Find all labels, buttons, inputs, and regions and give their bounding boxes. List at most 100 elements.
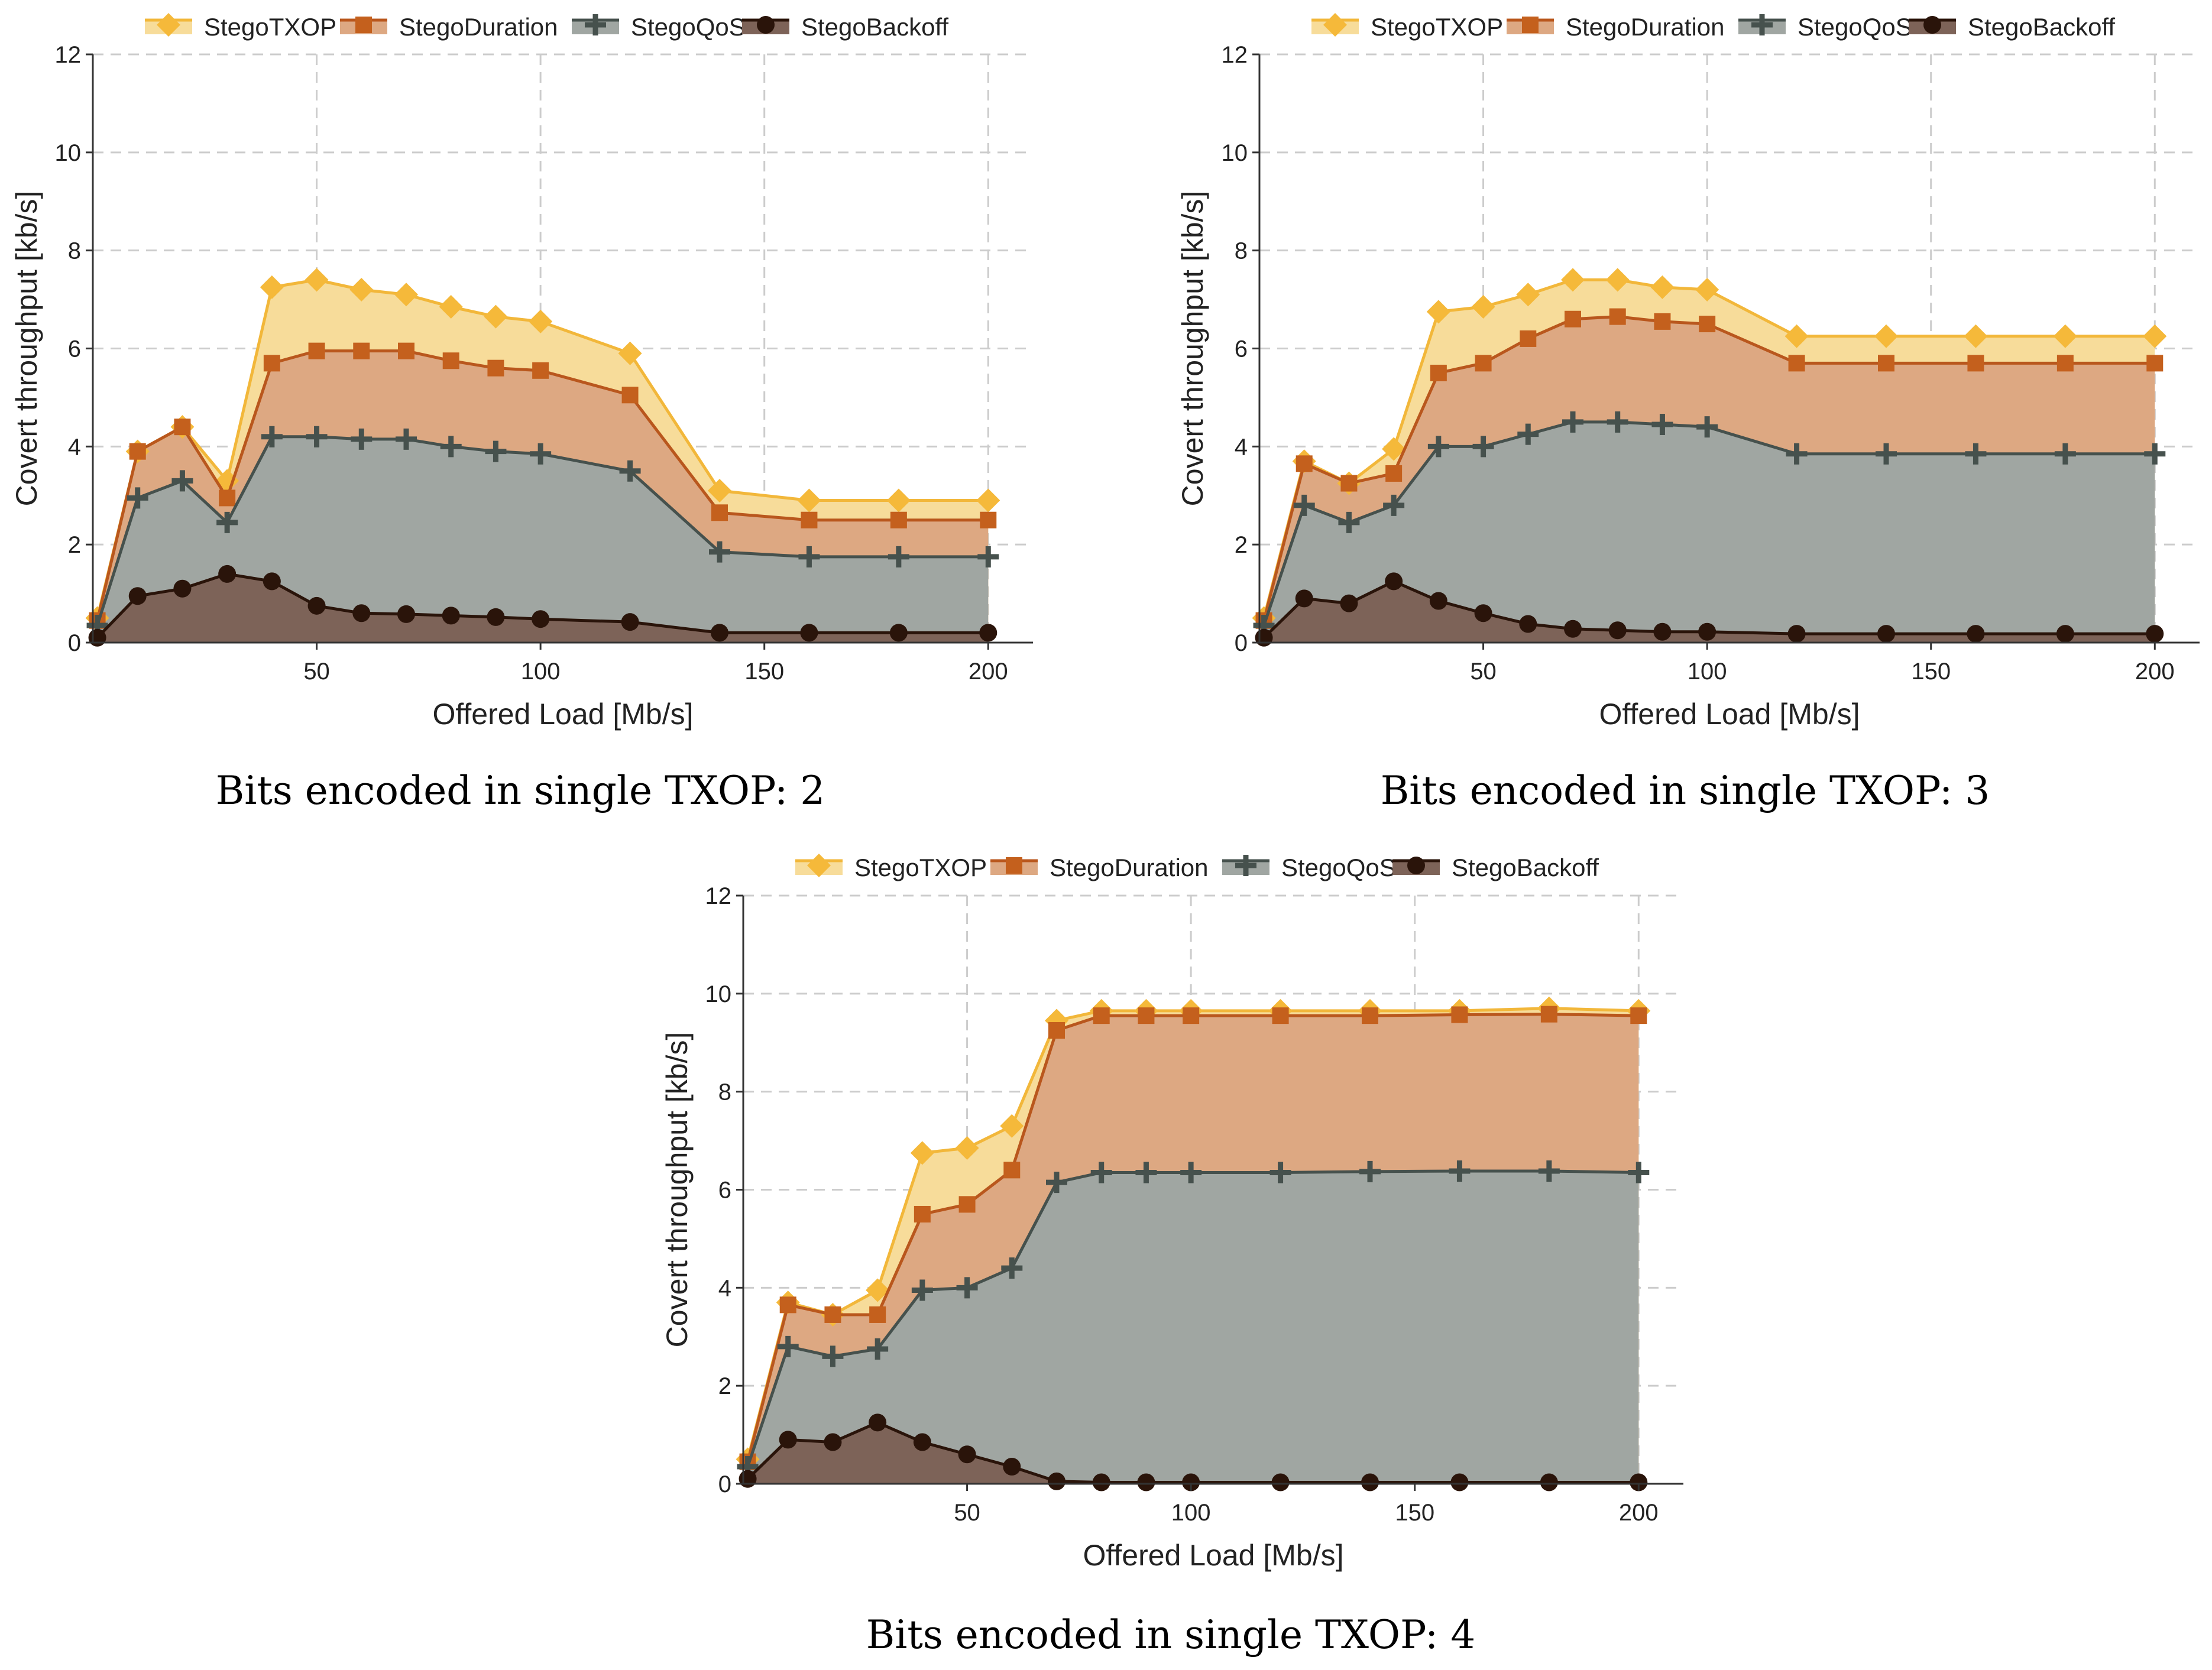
point-stegotxop	[1695, 278, 1719, 301]
point-stegoduration	[1788, 355, 1805, 372]
line-stegoqos	[96, 435, 989, 626]
point-stegoqos	[888, 546, 909, 568]
point-stegotxop	[866, 1278, 890, 1302]
point-stegoqos	[2144, 443, 2166, 465]
point-stegotxop	[1605, 268, 1630, 292]
legend-item-stegoduration: StegoDuration	[340, 13, 558, 41]
point-stegoqos	[2054, 443, 2076, 465]
point-stegoqos	[619, 460, 641, 482]
area-stegoqos	[97, 436, 989, 643]
point-stegobackoff	[824, 1433, 842, 1451]
point-stegoduration	[2146, 355, 2164, 372]
point-stegotxop	[910, 1141, 934, 1165]
point-stegoqos	[1427, 436, 1449, 458]
point-stegotxop	[1471, 295, 1495, 319]
point-stegobackoff	[913, 1433, 931, 1451]
point-stegobackoff	[1540, 1473, 1558, 1491]
point-stegoqos	[737, 1455, 759, 1477]
point-stegoduration	[1430, 364, 1447, 381]
point-stegobackoff	[1429, 592, 1447, 610]
point-stegoduration	[711, 504, 728, 521]
point-stegoduration	[1385, 465, 1403, 482]
area-stegobackoff	[97, 573, 989, 643]
point-stegoqos	[127, 487, 148, 509]
point-stegoduration	[958, 1196, 976, 1213]
point-stegoduration	[1565, 310, 1581, 327]
y-tick-label: 12	[55, 42, 82, 68]
legend-marker-stegoqos	[1235, 855, 1256, 876]
point-stegobackoff	[352, 604, 371, 622]
y-tick-label: 0	[1235, 630, 1248, 656]
x-tick-label: 200	[969, 659, 1008, 685]
point-stegoqos	[1696, 416, 1718, 438]
y-axis-title: Covert throughput [kb/s]	[1176, 191, 1209, 507]
x-axis-title: Offered Load [Mb/s]	[433, 698, 694, 731]
line-stegotxop	[746, 1007, 1639, 1460]
point-stegotxop	[955, 1136, 979, 1160]
point-stegoqos	[1383, 494, 1405, 516]
point-stegobackoff	[1255, 628, 1273, 647]
point-stegoqos	[867, 1338, 889, 1360]
point-stegotxop	[976, 488, 1000, 513]
legend-marker-stegotxop	[157, 13, 180, 37]
point-stegobackoff	[2146, 625, 2164, 643]
y-tick-label: 6	[718, 1178, 731, 1204]
point-stegobackoff	[1003, 1457, 1021, 1476]
point-stegoduration	[263, 355, 280, 372]
point-stegotxop	[260, 275, 284, 299]
area-stegoqos	[1264, 421, 2155, 643]
y-tick-label: 12	[705, 883, 732, 909]
legend-label: StegoTXOP	[854, 854, 987, 881]
point-stegobackoff	[1653, 622, 1672, 641]
point-stegobackoff	[779, 1431, 797, 1449]
point-stegoqos	[1269, 1162, 1291, 1183]
point-stegoduration	[174, 419, 191, 436]
point-stegoduration	[1878, 355, 1894, 372]
point-stegobackoff	[800, 624, 818, 642]
y-tick-label: 10	[1222, 140, 1248, 166]
point-stegotxop	[1426, 300, 1450, 324]
y-tick-label: 2	[68, 532, 81, 558]
legend-label: StegoQoS	[631, 13, 746, 41]
point-stegobackoff	[979, 624, 997, 642]
x-tick-label: 50	[954, 1500, 980, 1526]
chart-panel-txop-2: 0 2 4 6 8 10 12 50 100 150 200 Offered Load [Mb/s] C…	[10, 13, 1033, 813]
point-stegotxop	[2053, 324, 2077, 348]
legend-label: StegoBackoff	[1452, 854, 1599, 881]
legend-marker-stegoduration	[1006, 857, 1022, 874]
point-stegotxop	[439, 295, 463, 319]
point-stegotxop	[529, 309, 553, 333]
point-stegoduration	[914, 1205, 931, 1222]
point-stegoqos	[485, 440, 507, 462]
point-stegoduration	[1296, 455, 1313, 472]
point-stegoqos	[1651, 414, 1673, 436]
point-stegobackoff	[711, 624, 728, 642]
chart-caption: Bits encoded in single TXOP: 2	[216, 768, 825, 813]
legend-item-stegobackoff: StegoBackoff	[742, 13, 948, 41]
point-stegoqos	[396, 428, 417, 450]
point-stegoqos	[1472, 436, 1494, 458]
point-stegoqos	[351, 428, 373, 450]
point-stegoqos	[530, 443, 552, 465]
point-stegoduration	[532, 362, 549, 379]
line-stegotxop	[96, 278, 989, 619]
y-tick-label: 2	[718, 1373, 731, 1399]
x-tick-label: 100	[521, 659, 561, 685]
area-stegoqos	[747, 1170, 1639, 1484]
x-tick-label: 150	[1911, 659, 1951, 685]
point-stegotxop	[484, 304, 508, 329]
legend-item-stegoduration: StegoDuration	[990, 854, 1209, 881]
point-stegotxop	[394, 283, 418, 307]
legend-label: StegoTXOP	[204, 13, 336, 41]
legend-label: StegoDuration	[1566, 13, 1725, 41]
point-stegobackoff	[1361, 1473, 1379, 1491]
point-stegoduration	[353, 342, 370, 359]
point-stegoqos	[1046, 1172, 1067, 1194]
legend-item-stegoqos: StegoQoS	[1222, 854, 1396, 881]
point-stegoduration	[801, 511, 818, 528]
point-stegoqos	[777, 1335, 799, 1357]
point-stegoqos	[1449, 1160, 1471, 1182]
point-stegobackoff	[487, 608, 505, 626]
point-stegobackoff	[958, 1445, 976, 1464]
legend-item-stegotxop: StegoTXOP	[795, 854, 987, 881]
